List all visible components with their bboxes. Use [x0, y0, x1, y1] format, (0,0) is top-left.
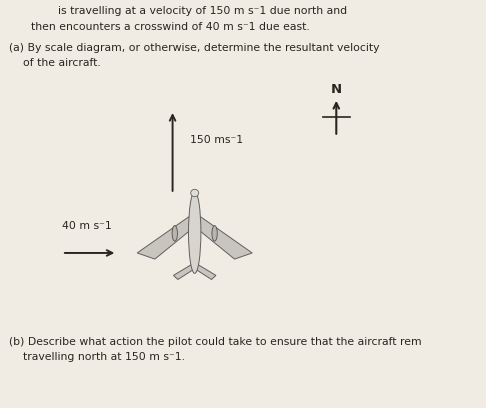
Text: N: N: [331, 83, 342, 96]
Text: is travelling at a velocity of 150 m s⁻1 due north and: is travelling at a velocity of 150 m s⁻1…: [57, 6, 347, 16]
Text: (a) By scale diagram, or otherwise, determine the resultant velocity: (a) By scale diagram, or otherwise, dete…: [9, 43, 380, 53]
Polygon shape: [137, 214, 252, 259]
Ellipse shape: [172, 226, 177, 241]
Text: 150 ms⁻1: 150 ms⁻1: [191, 135, 243, 145]
Text: 40 m s⁻1: 40 m s⁻1: [62, 220, 112, 231]
Text: (b) Describe what action the pilot could take to ensure that the aircraft rem: (b) Describe what action the pilot could…: [9, 337, 421, 347]
Ellipse shape: [191, 189, 199, 197]
Ellipse shape: [189, 192, 201, 273]
Ellipse shape: [212, 226, 217, 241]
Text: travelling north at 150 m s⁻1.: travelling north at 150 m s⁻1.: [9, 352, 185, 362]
Text: of the aircraft.: of the aircraft.: [9, 58, 101, 68]
Polygon shape: [174, 263, 216, 279]
Text: then encounters a crosswind of 40 m s⁻1 due east.: then encounters a crosswind of 40 m s⁻1 …: [31, 22, 310, 33]
